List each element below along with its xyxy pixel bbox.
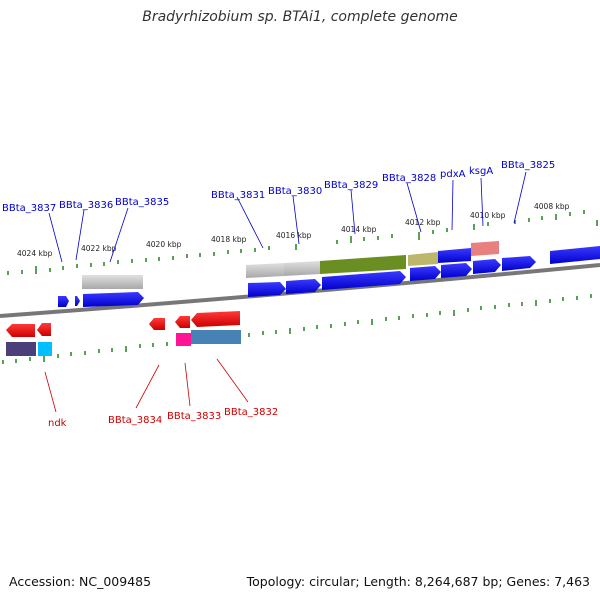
gene-arrow[interactable] [83, 292, 144, 307]
forward-strand-features [58, 241, 600, 307]
kbp-label: 4014 kbp [341, 225, 377, 234]
gene-label[interactable]: BBta_3828 [382, 173, 436, 184]
gene-arrow[interactable] [473, 259, 501, 274]
gene-label[interactable]: BBta_3835 [115, 197, 169, 208]
kbp-label: 4016 kbp [276, 231, 312, 240]
gene-label[interactable]: BBta_3833 [167, 411, 221, 422]
leader-lines [48, 171, 527, 263]
gene-rect[interactable] [438, 248, 471, 263]
scale-ticks-upper [7, 210, 598, 275]
genome-summary-text: Topology: circular; Length: 8,264,687 bp… [246, 574, 590, 589]
gene-arrow[interactable] [58, 296, 69, 307]
gene-label[interactable]: BBta_3836 [59, 200, 113, 211]
gene-label[interactable]: BBta_3834 [108, 415, 162, 426]
gene-arrow[interactable] [37, 323, 51, 336]
gene-arrow[interactable] [149, 318, 165, 330]
gene-arrow[interactable] [322, 271, 406, 290]
gene-label[interactable]: BBta_3825 [501, 160, 555, 171]
gene-arrow[interactable] [550, 246, 600, 264]
gene-arrow[interactable] [75, 296, 80, 306]
gene-rect[interactable] [408, 252, 438, 266]
gene-rect[interactable] [471, 241, 499, 256]
gene-arrow[interactable] [175, 316, 190, 328]
kbp-label: 4012 kbp [405, 218, 441, 227]
gene-arrow[interactable] [410, 266, 441, 281]
gene-rect[interactable] [6, 342, 36, 356]
gene-label[interactable]: pdxA [440, 169, 466, 180]
gene-rect[interactable] [191, 330, 241, 344]
gene-arrow[interactable] [286, 279, 321, 294]
kbp-label: 4022 kbp [81, 244, 117, 253]
kbp-label: 4024 kbp [17, 249, 53, 258]
gene-label[interactable]: ksgA [469, 166, 493, 177]
gene-label[interactable]: ndk [48, 418, 67, 429]
gene-label[interactable]: BBta_3830 [268, 186, 322, 197]
gene-arrow[interactable] [6, 324, 35, 337]
kbp-label: 4010 kbp [470, 211, 506, 220]
gene-arrow[interactable] [191, 311, 240, 327]
accession-text: Accession: NC_009485 [9, 574, 152, 589]
kbp-label: 4020 kbp [146, 240, 182, 249]
map-title: Bradyrhizobium sp. BTAi1, complete genom… [142, 9, 458, 25]
gene-arrow[interactable] [248, 282, 286, 297]
gene-rect[interactable] [38, 342, 52, 356]
gene-label[interactable]: BBta_3829 [324, 180, 378, 191]
reverse-strand-features [6, 311, 241, 356]
gene-rect[interactable] [176, 333, 191, 346]
gene-label[interactable]: BBta_3832 [224, 407, 278, 418]
gene-rect[interactable] [284, 261, 320, 276]
gene-arrow[interactable] [441, 263, 472, 278]
gene-label[interactable]: BBta_3831 [211, 190, 265, 201]
gene-rect[interactable] [320, 255, 406, 274]
kbp-label: 4008 kbp [534, 202, 570, 211]
gene-rect[interactable] [246, 263, 284, 278]
gene-rect[interactable] [82, 275, 143, 289]
kbp-label: 4018 kbp [211, 235, 247, 244]
gene-arrow[interactable] [502, 256, 536, 271]
gene-label[interactable]: BBta_3837 [2, 203, 56, 214]
